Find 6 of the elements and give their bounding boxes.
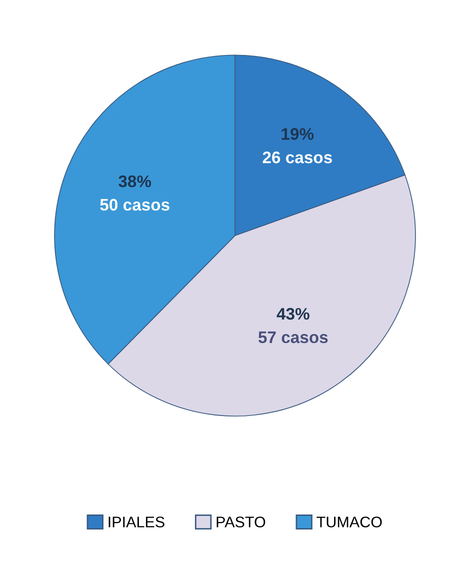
data-label: 43% 57 casos xyxy=(258,308,328,344)
data-label: 19% 26 casos xyxy=(262,128,332,164)
legend-label: PASTO xyxy=(216,516,266,528)
data-label: 38% 50 casos xyxy=(100,175,170,211)
legend-label: TUMACO xyxy=(316,516,382,528)
legend-label: IPIALES xyxy=(108,516,164,528)
